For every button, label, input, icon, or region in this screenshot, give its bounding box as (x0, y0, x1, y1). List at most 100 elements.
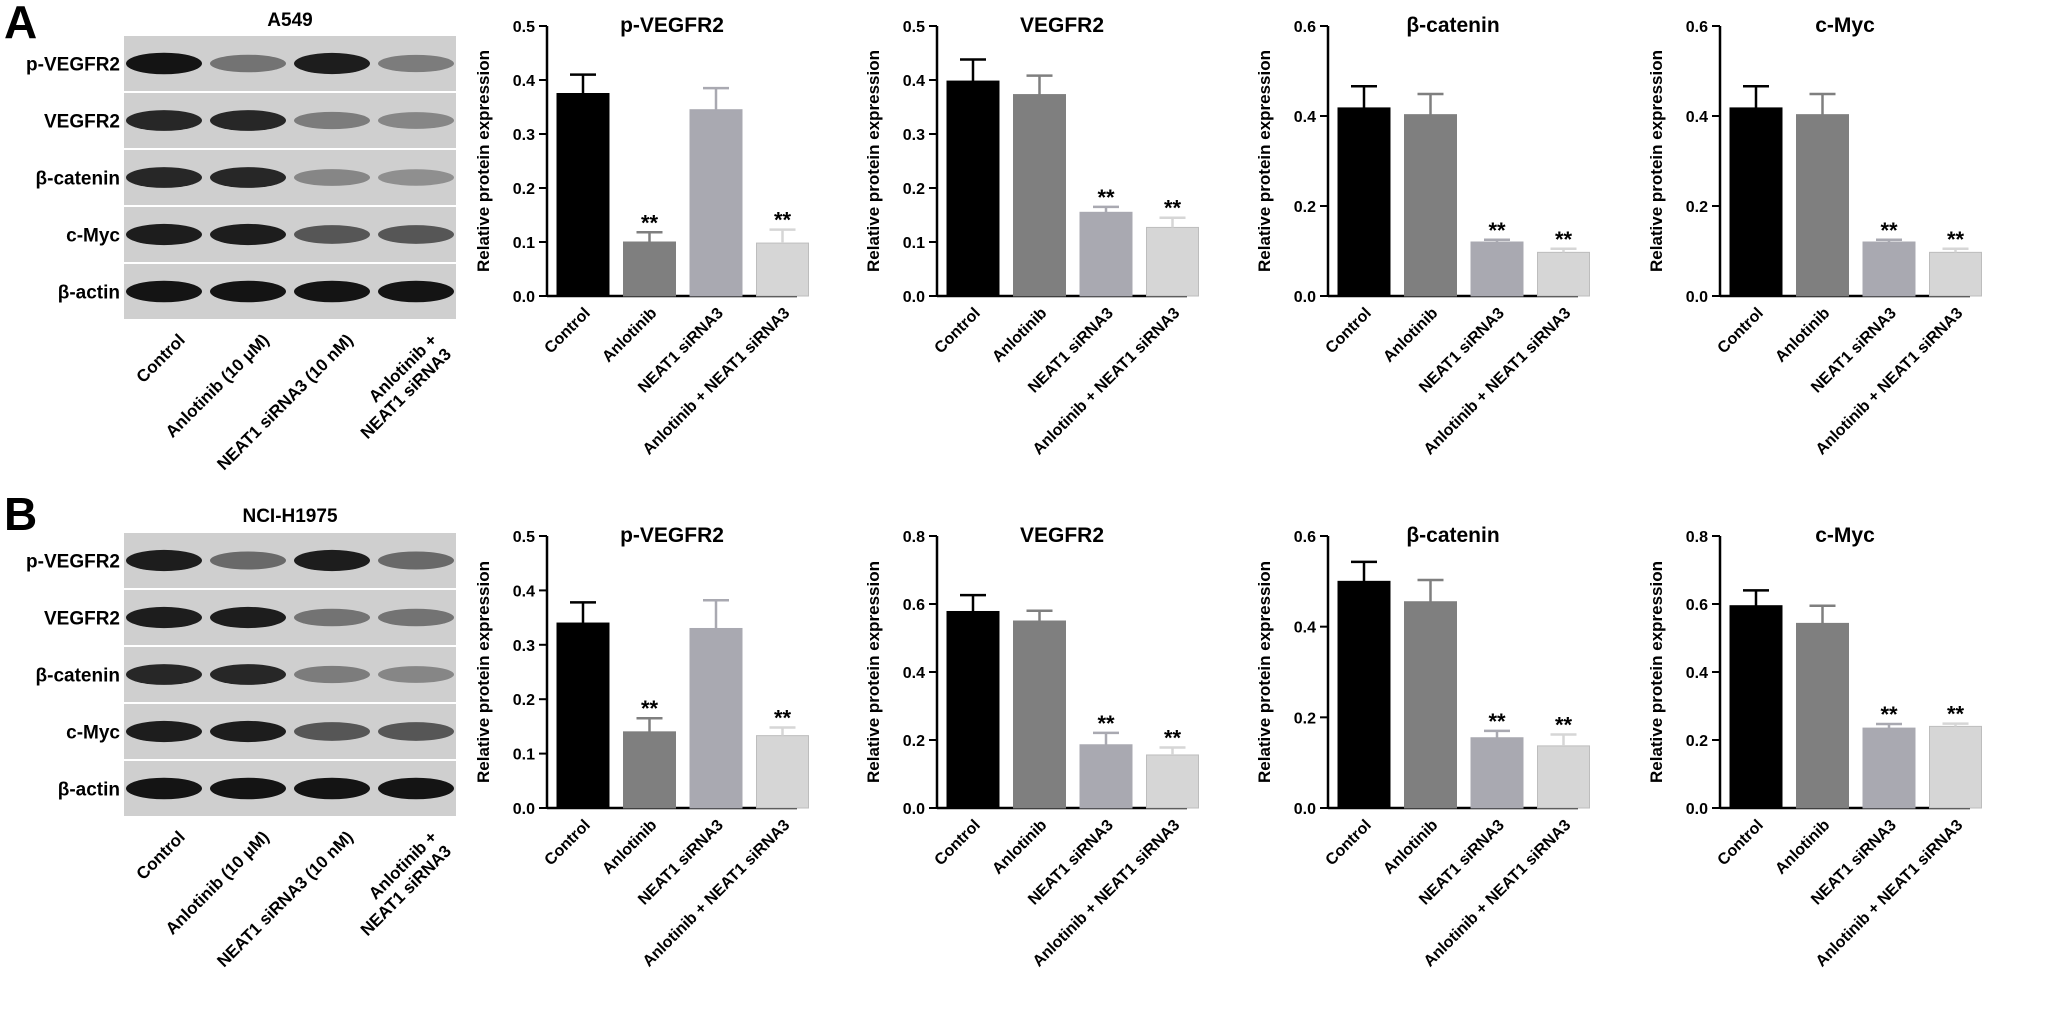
y-tick-label: 0.4 (1686, 109, 1708, 126)
category-label: Anlotinib (1772, 817, 1833, 878)
y-tick-label: 0.6 (1686, 19, 1708, 36)
y-tick-label: 0.1 (903, 235, 925, 252)
blot-band-label: β-catenin (36, 169, 120, 190)
blot-band (126, 223, 202, 246)
category-label: Anlotinib (1380, 305, 1441, 366)
y-tick-label: 0.0 (1686, 289, 1708, 306)
significance-marker: ** (641, 696, 659, 721)
category-label: Anlotinib (1380, 817, 1441, 878)
blot-band (126, 664, 202, 685)
blot-band (378, 608, 454, 627)
category-label: Anlotinib + NEAT1 siRNA3 (640, 817, 794, 971)
significance-marker: ** (1555, 227, 1573, 252)
bar (1862, 727, 1916, 809)
y-tick-label: 0.4 (513, 73, 535, 90)
chart-title: β-catenin (1406, 14, 1499, 37)
y-tick-label: 0.0 (513, 289, 535, 306)
bar-chart-b-3: β-catenin 0.0 0.2 0.4 0.6 Relative protein ex… (1255, 524, 1590, 970)
blot-lane-label: NEAT1 siRNA3 (10 nM) (213, 330, 356, 473)
category-label: Control (1715, 817, 1767, 869)
bar (1013, 620, 1066, 809)
significance-marker: ** (1555, 713, 1573, 738)
blot-band (378, 280, 454, 303)
significance-marker: ** (1097, 185, 1115, 210)
category-label: Anlotinib + NEAT1 siRNA3 (1030, 305, 1184, 459)
y-tick-label: 0.4 (903, 73, 925, 90)
bar (1146, 754, 1199, 809)
y-tick-label: 0.8 (903, 529, 925, 546)
blot-panel-b: B NCI-H1975 p-VEGFR2 VEGFR2 β-catenin c-Myc β-… (4, 488, 456, 971)
blot-band (126, 549, 202, 572)
bar (1470, 241, 1524, 297)
y-tick-label: 0.0 (903, 289, 925, 306)
blot-band (126, 167, 202, 188)
significance-marker: ** (1880, 702, 1898, 727)
bar-chart-b-1: p-VEGFR2 0.0 0.1 0.2 0.3 0.4 0.5 Relative prote… (474, 524, 809, 970)
bar-chart-a-3: β-catenin 0.0 0.2 0.4 0.6 Relative protein ex… (1255, 14, 1590, 458)
blot-band (126, 720, 202, 743)
y-tick-label: 0.2 (1686, 733, 1708, 750)
blot-lane-label-line: NEAT1 siRNA3 (10 nM) (213, 330, 356, 473)
blot-lane-label: Anlotinib +NEAT1 siRNA3 (343, 330, 455, 442)
significance-marker: ** (1164, 725, 1182, 750)
significance-marker: ** (1164, 196, 1182, 221)
blot-band-label: β-actin (58, 283, 120, 304)
y-tick-label: 0.6 (1294, 529, 1316, 546)
category-label: Control (1323, 305, 1375, 357)
blot-band (126, 606, 202, 629)
category-label: Control (542, 305, 594, 357)
y-tick-label: 0.4 (1294, 620, 1316, 637)
y-tick-label: 0.5 (513, 529, 535, 546)
category-label: Anlotinib (1772, 305, 1833, 366)
blot-lane-label: NEAT1 siRNA3 (10 nM) (213, 827, 356, 970)
bar (946, 610, 1000, 809)
y-axis-label: Relative protein expression (864, 50, 883, 272)
category-label: Anlotinib (989, 305, 1050, 366)
blot-band (294, 608, 370, 627)
y-tick-label: 0.4 (903, 665, 925, 682)
bar-chart-a-4: c-Myc 0.0 0.2 0.4 0.6 Relative protein expres… (1647, 14, 1982, 458)
y-axis-label: Relative protein expression (864, 561, 883, 783)
category-label: Anlotinib + NEAT1 siRNA3 (1421, 817, 1575, 971)
blot-cell-line-title: NCI-H1975 (242, 506, 337, 527)
blot-band (210, 720, 286, 743)
blot-band (210, 551, 286, 570)
blot-band (126, 777, 202, 800)
blot-band (210, 110, 286, 131)
blot-band (294, 777, 370, 800)
y-tick-label: 0.2 (1294, 710, 1316, 727)
bar (1337, 107, 1391, 297)
bar (689, 109, 743, 297)
y-tick-label: 0.3 (513, 127, 535, 144)
bar (1470, 737, 1524, 809)
bar (689, 627, 743, 809)
category-label: Anlotinib (989, 817, 1050, 878)
bar (1013, 94, 1066, 297)
blot-band (210, 54, 286, 73)
significance-marker: ** (774, 208, 792, 233)
blot-band (210, 664, 286, 685)
category-label: Anlotinib + NEAT1 siRNA3 (1813, 305, 1967, 459)
y-tick-label: 0.0 (513, 801, 535, 818)
blot-band (294, 280, 370, 303)
y-tick-label: 0.2 (1294, 199, 1316, 216)
y-tick-label: 0.1 (513, 235, 535, 252)
y-tick-label: 0.6 (1294, 19, 1316, 36)
bar (756, 242, 809, 297)
y-tick-label: 0.5 (513, 19, 535, 36)
bar (1537, 251, 1590, 297)
y-tick-label: 0.5 (903, 19, 925, 36)
y-axis-label: Relative protein expression (474, 561, 493, 783)
bar (1537, 745, 1590, 809)
blot-band-label: β-actin (58, 780, 120, 801)
bar (1146, 226, 1199, 297)
bar (1404, 601, 1457, 809)
y-axis-label: Relative protein expression (1647, 561, 1666, 783)
y-tick-label: 0.2 (903, 181, 925, 198)
bar (756, 735, 809, 809)
blot-band (294, 549, 370, 572)
y-tick-label: 0.0 (1294, 801, 1316, 818)
blot-band-label: c-Myc (66, 723, 120, 744)
blot-band (210, 777, 286, 800)
panel-letter: A (4, 0, 37, 48)
